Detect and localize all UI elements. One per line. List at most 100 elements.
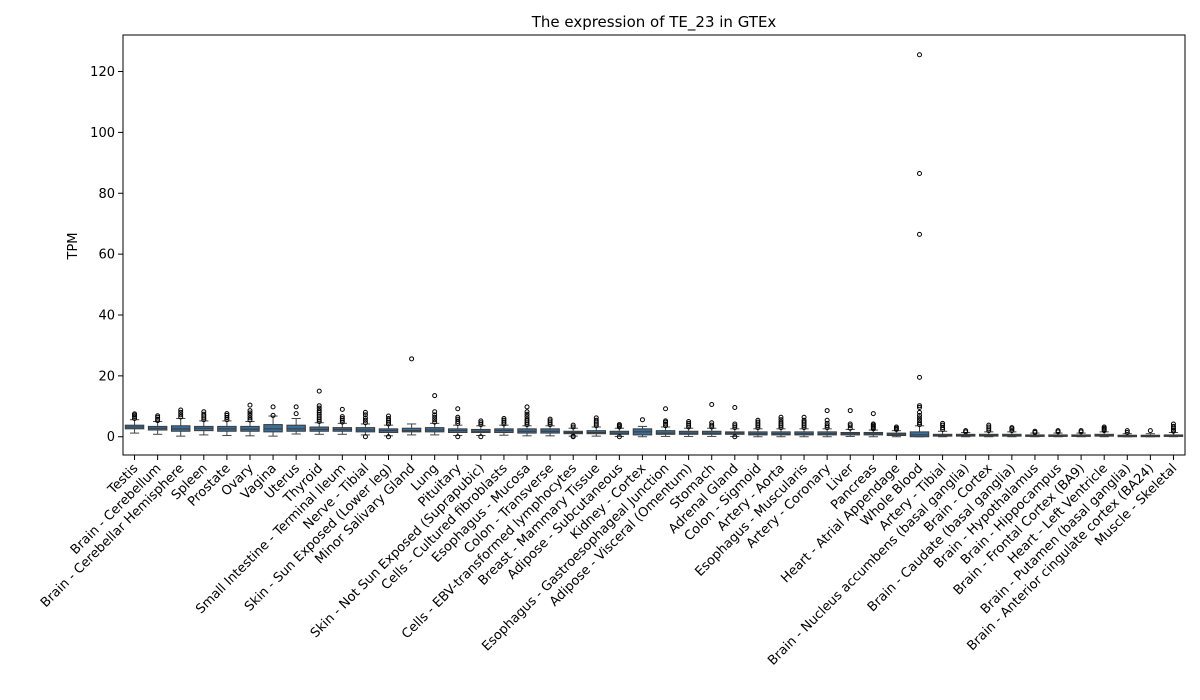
box-17 xyxy=(517,425,537,437)
outlier-point xyxy=(1101,424,1107,430)
outlier-point xyxy=(178,407,184,413)
outlier-point xyxy=(963,428,969,434)
outlier-point xyxy=(362,420,368,426)
y-tick-label: 80 xyxy=(98,187,115,202)
outlier-point xyxy=(1147,428,1153,434)
box-8 xyxy=(309,422,329,435)
outlier-point xyxy=(663,421,669,427)
outlier-point xyxy=(917,374,922,380)
outlier-point xyxy=(547,418,553,424)
y-tick-label: 0 xyxy=(107,430,115,445)
box-28 xyxy=(771,428,791,438)
outlier-point xyxy=(917,409,922,415)
box-7 xyxy=(286,417,306,435)
outlier-point xyxy=(524,409,530,415)
outlier-point xyxy=(1124,428,1130,434)
outlier-point xyxy=(247,417,253,423)
outlier-point xyxy=(132,415,138,421)
outlier-point xyxy=(870,421,876,427)
box-14 xyxy=(448,424,468,437)
box-37 xyxy=(979,431,999,438)
outlier-point xyxy=(778,419,784,425)
outlier-point xyxy=(1078,428,1084,434)
outlier-point xyxy=(570,433,576,439)
box-1 xyxy=(147,421,168,435)
outlier-point xyxy=(339,414,345,420)
box-23 xyxy=(655,426,676,437)
outlier-point xyxy=(409,356,415,362)
outlier-point xyxy=(917,420,922,426)
box-24 xyxy=(678,427,699,437)
outlier-point xyxy=(709,401,715,407)
outlier-point xyxy=(986,424,992,430)
outlier-point xyxy=(801,417,807,423)
outlier-point xyxy=(1009,425,1015,431)
outlier-point xyxy=(917,405,922,411)
box-3 xyxy=(194,420,214,436)
outlier-point xyxy=(917,52,922,58)
outlier-point xyxy=(270,412,276,418)
box-iqr xyxy=(263,424,283,433)
outlier-point xyxy=(709,422,715,428)
outlier-point xyxy=(432,414,438,420)
box-iqr xyxy=(655,430,676,435)
box-34 xyxy=(909,425,930,438)
outlier-point xyxy=(501,417,507,423)
outlier-point xyxy=(547,416,553,422)
outlier-point xyxy=(732,423,738,429)
box-6 xyxy=(263,415,283,437)
outlier-point xyxy=(432,417,438,423)
outlier-point xyxy=(917,403,922,409)
y-axis-ticks: 0 20 40 60 80 100 120 xyxy=(90,65,123,445)
box-iqr xyxy=(286,424,306,432)
y-tick-label: 40 xyxy=(98,309,115,324)
outlier-point xyxy=(709,420,715,426)
outlier-point xyxy=(316,408,322,414)
outlier-point xyxy=(847,421,853,427)
outlier-point xyxy=(432,412,438,418)
outlier-point xyxy=(663,418,669,424)
outlier-point xyxy=(247,415,253,421)
box-4 xyxy=(217,420,237,437)
outlier-point xyxy=(847,408,853,414)
y-tick-label: 120 xyxy=(90,65,115,80)
outlier-point xyxy=(1170,421,1176,427)
box-20 xyxy=(586,426,607,437)
box-33 xyxy=(886,430,907,438)
box-22 xyxy=(632,425,653,438)
outlier-point xyxy=(639,417,645,423)
box-35 xyxy=(932,430,953,438)
boxes-layer xyxy=(124,415,1184,438)
outlier-point xyxy=(362,417,368,423)
outlier-point xyxy=(339,406,345,412)
outlier-point xyxy=(663,406,669,412)
outlier-point xyxy=(686,420,692,426)
outlier-point xyxy=(270,404,276,410)
outlier-point xyxy=(917,415,922,421)
outlier-point xyxy=(778,414,784,420)
outlier-point xyxy=(616,434,622,440)
outlier-point xyxy=(1124,429,1130,435)
outlier-point xyxy=(824,417,830,423)
outlier-point xyxy=(455,434,461,440)
box-12 xyxy=(401,423,422,436)
outlier-point xyxy=(593,417,599,423)
outlier-point xyxy=(824,408,830,414)
outlier-point xyxy=(917,417,922,423)
outlier-point xyxy=(293,411,299,417)
outlier-point xyxy=(432,409,438,415)
box-iqr xyxy=(909,431,930,438)
outlier-point xyxy=(917,231,922,237)
outlier-point xyxy=(316,388,322,394)
box-18 xyxy=(540,425,560,437)
outlier-point xyxy=(870,411,876,417)
chart-title: The expression of TE_23 in GTEx xyxy=(531,13,777,32)
outlier-point xyxy=(386,413,391,419)
outlier-point xyxy=(478,420,484,426)
outlier-point xyxy=(455,414,461,420)
outlier-point xyxy=(755,417,761,423)
outlier-point xyxy=(917,412,922,418)
outlier-point xyxy=(732,405,738,411)
outlier-point xyxy=(247,402,253,408)
outlier-point xyxy=(732,421,738,427)
